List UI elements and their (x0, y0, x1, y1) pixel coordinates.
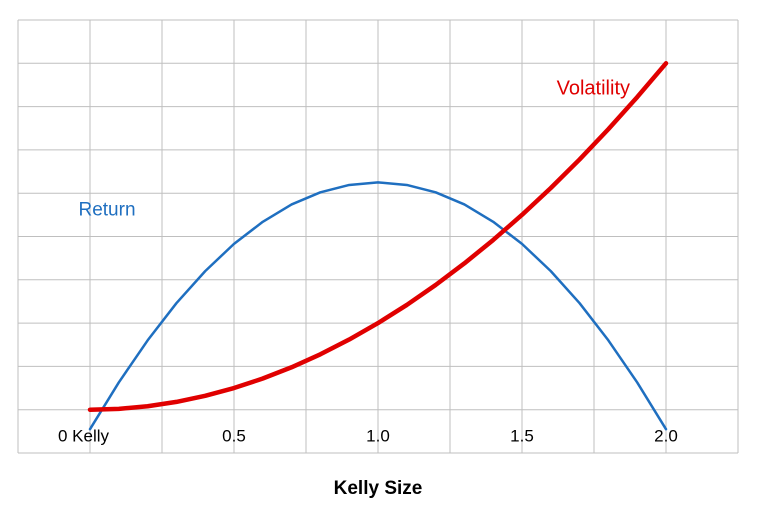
x-tick-label: 1.0 (366, 426, 390, 445)
x-tick-label: 2.0 (654, 426, 678, 445)
series-label: Return (78, 200, 135, 221)
series-line (87, 61, 669, 412)
series-label: Volatility (557, 78, 630, 100)
x-tick-label: 0.5 (222, 426, 246, 445)
x-tick-label: 0 Kelly (58, 426, 110, 445)
series-line (88, 181, 668, 431)
x-axis-label: Kelly Size (334, 478, 423, 499)
x-tick-label: 1.5 (510, 426, 534, 445)
